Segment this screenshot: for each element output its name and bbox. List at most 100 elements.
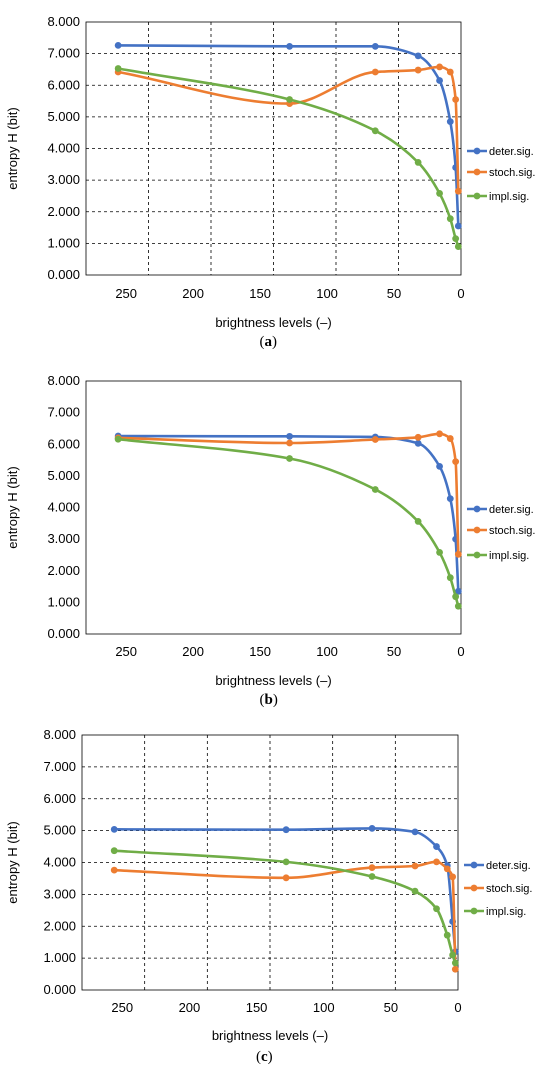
y-axis-title: entropy H (bit) bbox=[5, 107, 20, 189]
data-point bbox=[446, 215, 454, 223]
data-point bbox=[371, 436, 379, 443]
panel-caption: (c) bbox=[256, 1049, 273, 1065]
data-point bbox=[433, 843, 440, 850]
y-tick-label: 4.000 bbox=[47, 500, 80, 515]
y-tick-label: 2.000 bbox=[47, 563, 80, 578]
legend-swatch-marker bbox=[473, 551, 481, 559]
y-tick-label: 8.000 bbox=[43, 727, 76, 742]
data-point bbox=[436, 462, 443, 470]
series-line-impl-sig bbox=[116, 437, 460, 608]
panel-caption: (a) bbox=[260, 334, 278, 350]
y-tick-label: 0.000 bbox=[47, 267, 80, 282]
y-tick-label: 2.000 bbox=[47, 204, 80, 219]
data-point bbox=[454, 187, 462, 195]
data-point bbox=[454, 222, 462, 230]
legend-swatch-marker bbox=[470, 907, 478, 915]
x-tick-label: 50 bbox=[387, 644, 401, 659]
x-tick-label: 50 bbox=[384, 1000, 398, 1015]
x-tick-label: 100 bbox=[316, 644, 338, 659]
data-point bbox=[454, 602, 462, 610]
y-tick-label: 7.000 bbox=[47, 405, 80, 420]
legend: deter.sig. stoch.sig. impl.sig. bbox=[467, 504, 535, 562]
data-point bbox=[371, 127, 379, 135]
x-tick-label: 100 bbox=[316, 286, 338, 301]
data-point bbox=[368, 864, 376, 871]
legend-swatch-marker bbox=[473, 505, 481, 513]
legend-label: impl.sig. bbox=[489, 191, 529, 203]
data-point bbox=[451, 965, 459, 973]
x-tick-label: 150 bbox=[246, 1000, 268, 1015]
y-axis-title: entropy H (bit) bbox=[5, 821, 20, 903]
x-tick-label: 50 bbox=[387, 286, 401, 301]
data-point bbox=[454, 243, 462, 250]
data-point bbox=[114, 65, 122, 72]
legend-label: stoch.sig. bbox=[486, 883, 532, 895]
y-tick-label: 6.000 bbox=[43, 791, 76, 806]
y-tick-label: 3.000 bbox=[43, 886, 76, 901]
panel-caption-letter: b bbox=[265, 692, 273, 708]
chart-panel-b: 0.000 1.000 2.000 3.000 4.000 5.000 6.000 7.000… bbox=[5, 373, 535, 708]
data-point bbox=[411, 887, 419, 895]
data-point bbox=[114, 435, 122, 443]
data-point bbox=[368, 873, 376, 880]
y-tick-label: 1.000 bbox=[43, 950, 76, 965]
data-point bbox=[110, 847, 118, 855]
x-tick-label: 0 bbox=[457, 644, 464, 659]
data-point bbox=[110, 825, 118, 833]
y-tick-label: 7.000 bbox=[43, 759, 76, 774]
data-point bbox=[411, 862, 419, 870]
plot-area-frame bbox=[85, 380, 462, 635]
y-tick-label: 8.000 bbox=[47, 373, 80, 388]
y-tick-label: 0.000 bbox=[47, 626, 80, 641]
data-point bbox=[436, 77, 443, 84]
x-tick-label: 250 bbox=[115, 286, 137, 301]
y-tick-label: 3.000 bbox=[47, 172, 80, 187]
legend-swatch-marker bbox=[473, 147, 481, 155]
x-axis-title: brightness levels (–) bbox=[212, 1028, 328, 1043]
chart-panel-a: 0.000 1.000 2.000 3.000 4.000 5.000 6.000 7.000… bbox=[5, 14, 535, 350]
x-tick-label: 200 bbox=[179, 1000, 201, 1015]
series-line-impl-sig bbox=[116, 67, 460, 248]
data-point bbox=[449, 873, 457, 881]
y-tick-label: 5.000 bbox=[47, 468, 80, 483]
data-point bbox=[454, 587, 462, 595]
data-point bbox=[414, 518, 422, 525]
data-point bbox=[114, 42, 122, 49]
legend-label: stoch.sig. bbox=[489, 167, 535, 179]
y-axis-title: entropy H (bit) bbox=[5, 466, 20, 548]
x-tick-label: 0 bbox=[457, 286, 464, 301]
series-line-deter-sig bbox=[116, 44, 460, 228]
x-axis-title: brightness levels (–) bbox=[215, 315, 331, 330]
legend-swatch-marker bbox=[473, 168, 481, 176]
data-point bbox=[446, 574, 454, 582]
legend-label: stoch.sig. bbox=[489, 525, 535, 537]
data-point bbox=[286, 432, 293, 440]
y-tick-label: 1.000 bbox=[47, 235, 80, 250]
y-tick-label: 3.000 bbox=[47, 531, 80, 546]
legend: deter.sig. stoch.sig. impl.sig. bbox=[467, 146, 535, 203]
series-line-deter-sig bbox=[112, 827, 457, 954]
x-tick-label: 200 bbox=[182, 644, 204, 659]
panel-caption-letter: a bbox=[265, 334, 273, 350]
y-tick-label: 0.000 bbox=[43, 982, 76, 997]
x-tick-label: 0 bbox=[454, 1000, 461, 1015]
data-point bbox=[446, 495, 454, 503]
data-point bbox=[451, 959, 459, 967]
data-point bbox=[443, 865, 451, 873]
series-line-stoch-sig bbox=[116, 432, 460, 556]
x-tick-label: 150 bbox=[249, 644, 271, 659]
data-point bbox=[371, 486, 379, 493]
data-point bbox=[371, 68, 379, 76]
data-point bbox=[286, 455, 293, 462]
data-point bbox=[368, 824, 376, 832]
data-point bbox=[414, 439, 422, 447]
y-tick-label: 7.000 bbox=[47, 46, 80, 61]
data-point bbox=[414, 433, 422, 441]
data-point bbox=[454, 550, 462, 558]
y-tick-label: 5.000 bbox=[43, 823, 76, 838]
data-point bbox=[452, 96, 460, 103]
data-point bbox=[446, 435, 454, 442]
data-point bbox=[443, 931, 451, 939]
data-point bbox=[286, 96, 293, 103]
